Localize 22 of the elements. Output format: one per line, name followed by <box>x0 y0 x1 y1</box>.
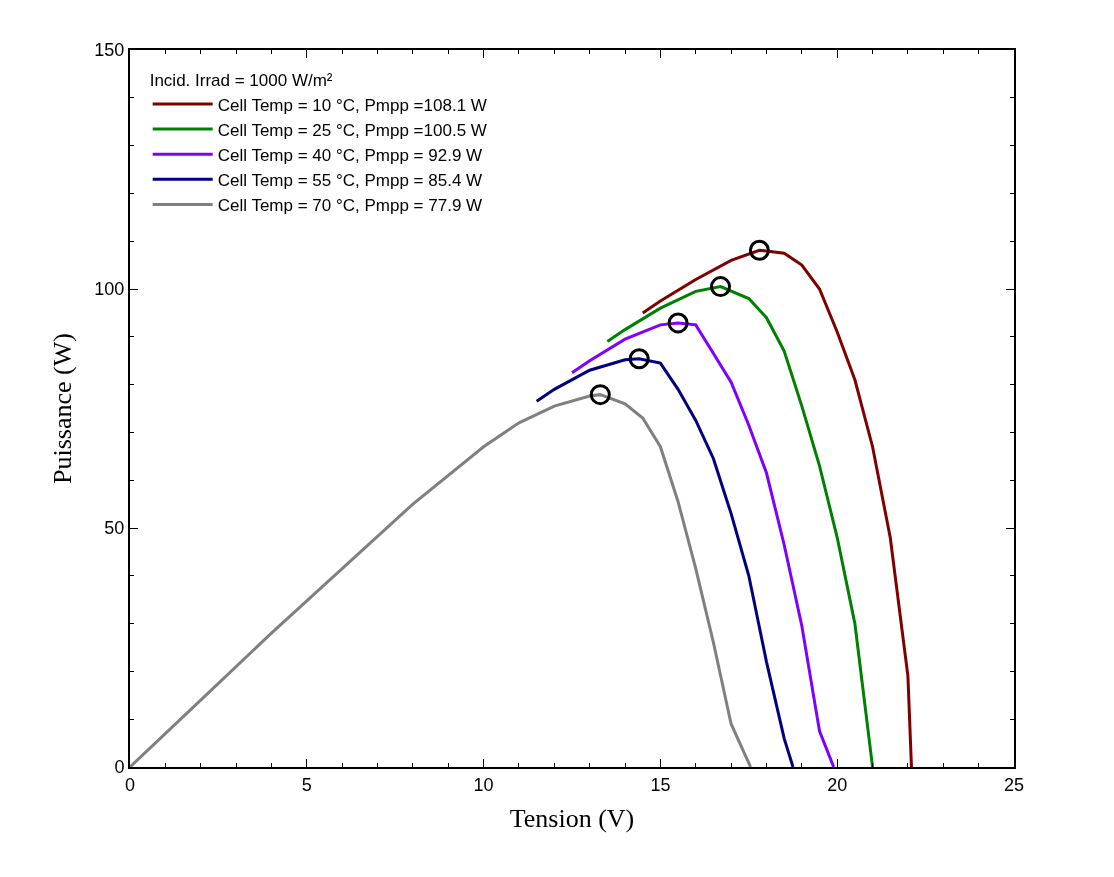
legend-label: Cell Temp = 40 °C, Pmpp = 92.9 W <box>217 145 483 165</box>
legend-label: Cell Temp = 70 °C, Pmpp = 77.9 W <box>217 196 483 216</box>
x-tick-label: 20 <box>827 774 848 795</box>
y-axis-title: Puissance (W) <box>48 333 78 484</box>
legend-label: Cell Temp = 55 °C, Pmpp = 85.4 W <box>217 170 483 190</box>
y-tick-label: 50 <box>104 518 125 539</box>
point <box>628 348 650 370</box>
point <box>710 276 732 298</box>
y-tick-label: 100 <box>94 279 125 300</box>
y-tick-label: 0 <box>114 757 125 778</box>
y-tick-label: 150 <box>94 40 125 61</box>
point <box>667 312 689 334</box>
x-tick-label: 25 <box>1003 774 1025 795</box>
legend-label: Cell Temp = 25 °C, Pmpp =100.5 W <box>217 120 487 140</box>
point <box>589 384 611 406</box>
x-tick-label: 15 <box>650 774 671 795</box>
x-axis-title: Tension (V) <box>509 803 635 833</box>
point <box>748 239 770 261</box>
legend-label: Cell Temp = 10 °C, Pmpp =108.1 W <box>217 95 487 115</box>
x-tick-label: 10 <box>473 774 494 795</box>
x-tick-label: 5 <box>301 774 312 795</box>
legend-title: Incid. Irrad = 1000 W/m² <box>149 71 333 91</box>
